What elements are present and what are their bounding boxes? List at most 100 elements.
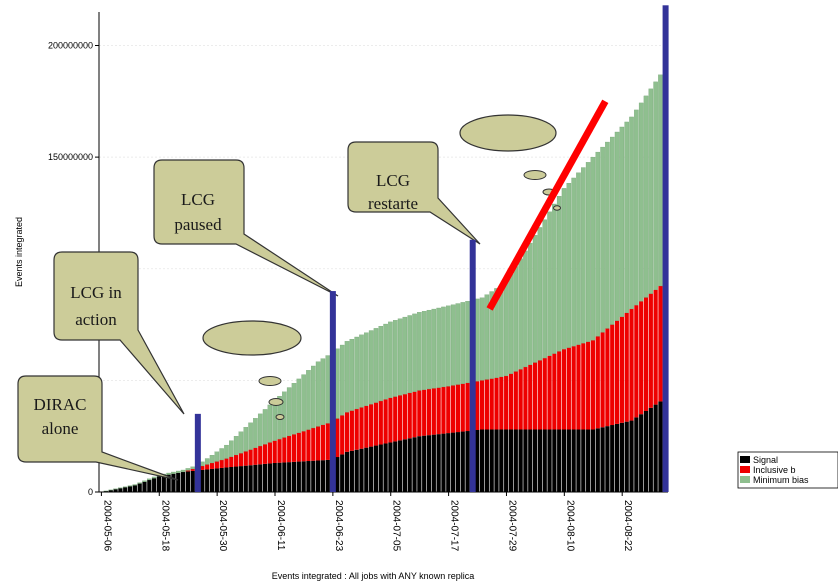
bar-segment-minimum-bias bbox=[190, 466, 195, 470]
bar-segment-minimum-bias bbox=[311, 365, 316, 429]
bar-segment-minimum-bias bbox=[388, 321, 393, 398]
bar-segment-minimum-bias bbox=[325, 355, 331, 424]
thought-bubble-2 bbox=[459, 114, 561, 211]
bar-segment-signal bbox=[451, 432, 456, 492]
callout-lcg-restarte: LCG restarte bbox=[347, 141, 481, 245]
bar-segment-minimum-bias bbox=[542, 219, 548, 359]
bar-segment-signal bbox=[262, 463, 268, 492]
bar-segment-signal bbox=[532, 429, 538, 492]
bar-segment-inclusive-b bbox=[234, 454, 239, 467]
bar-segment-minimum-bias bbox=[426, 309, 432, 390]
bar-segment-inclusive-b bbox=[595, 336, 600, 429]
bar-segment-minimum-bias bbox=[306, 370, 311, 430]
bar-segment-inclusive-b bbox=[629, 308, 634, 421]
bar-segment-inclusive-b bbox=[537, 360, 543, 430]
bar-segment-signal bbox=[552, 429, 557, 492]
bar-segment-signal bbox=[417, 436, 422, 492]
bar-segment-inclusive-b bbox=[441, 386, 446, 434]
bar-segment-signal bbox=[653, 404, 658, 492]
bar-segment-inclusive-b bbox=[436, 387, 441, 435]
bar-segment-signal bbox=[388, 442, 393, 492]
bar-segment-inclusive-b bbox=[219, 460, 224, 468]
y-axis-title: Events integrated bbox=[14, 217, 24, 287]
bar-segment-signal bbox=[311, 460, 316, 492]
bar-segment-minimum-bias bbox=[147, 478, 152, 481]
bar-segment-signal bbox=[335, 457, 340, 492]
bar-segment-minimum-bias bbox=[122, 486, 128, 488]
bar-segment-inclusive-b bbox=[282, 437, 287, 463]
bar-segment-minimum-bias bbox=[286, 387, 292, 437]
bar-segment-inclusive-b bbox=[397, 395, 403, 441]
bar-segment-inclusive-b bbox=[639, 301, 644, 415]
bar-segment-inclusive-b bbox=[205, 464, 210, 470]
bar-segment-inclusive-b bbox=[605, 328, 610, 427]
event-marker bbox=[194, 413, 201, 492]
bar-segment-minimum-bias bbox=[609, 136, 615, 325]
bar-segment-inclusive-b bbox=[311, 428, 316, 461]
bar-segment-signal bbox=[176, 472, 181, 492]
bar-segment-minimum-bias bbox=[556, 196, 562, 352]
bar-segment-signal bbox=[643, 410, 649, 492]
bar-segment-minimum-bias bbox=[320, 358, 326, 425]
bar-segment-signal bbox=[190, 470, 195, 492]
bar-segment-inclusive-b bbox=[224, 458, 229, 468]
bar-segment-minimum-bias bbox=[532, 235, 538, 363]
bar-segment-minimum-bias bbox=[407, 315, 412, 394]
bar-segment-minimum-bias bbox=[629, 116, 634, 310]
x-tick-label: 2004-08-10 bbox=[564, 500, 575, 552]
bar-segment-signal bbox=[479, 429, 485, 492]
bar-segment-minimum-bias bbox=[465, 301, 470, 384]
x-tick-label: 2004-05-18 bbox=[159, 500, 170, 552]
bar-segment-inclusive-b bbox=[320, 424, 326, 461]
x-axis-title: Events integrated : All jobs with ANY kn… bbox=[272, 571, 474, 581]
bar-segment-signal bbox=[407, 438, 412, 492]
x-tick-label: 2004-06-23 bbox=[333, 500, 344, 552]
bar-segment-minimum-bias bbox=[267, 404, 273, 443]
bar-segment-minimum-bias bbox=[537, 227, 543, 361]
bar-segment-minimum-bias bbox=[571, 177, 576, 347]
bar-segment-minimum-bias bbox=[484, 294, 490, 380]
bar-segment-signal bbox=[253, 464, 258, 492]
bar-segment-inclusive-b bbox=[489, 378, 494, 430]
bar-segment-inclusive-b bbox=[455, 384, 461, 433]
bar-segment-signal bbox=[132, 485, 137, 492]
bar-segment-inclusive-b bbox=[508, 373, 514, 430]
bar-segment-inclusive-b bbox=[248, 449, 253, 466]
bar-segment-minimum-bias bbox=[392, 320, 398, 397]
event-markers bbox=[194, 5, 669, 493]
bar-segment-minimum-bias bbox=[301, 374, 306, 432]
bar-segment-inclusive-b bbox=[253, 447, 258, 465]
bar-segment-signal bbox=[200, 469, 205, 492]
bar-segment-inclusive-b bbox=[369, 404, 374, 447]
bar-segment-signal bbox=[243, 465, 248, 492]
bar-segment-inclusive-b bbox=[335, 418, 340, 458]
bar-segment-signal bbox=[306, 461, 311, 492]
bar-segment-inclusive-b bbox=[417, 390, 422, 437]
bar-segment-minimum-bias bbox=[479, 297, 485, 381]
bar-segment-inclusive-b bbox=[586, 341, 591, 430]
bar-segment-signal bbox=[397, 440, 403, 492]
bar-segment-inclusive-b bbox=[277, 439, 282, 463]
bar-segment-minimum-bias bbox=[180, 469, 186, 473]
bar-segment-minimum-bias bbox=[296, 378, 302, 433]
callout-lcg-paused-line2: paused bbox=[174, 215, 222, 234]
bar-segment-minimum-bias bbox=[383, 323, 388, 400]
bar-segment-inclusive-b bbox=[267, 442, 272, 464]
bar-segment-inclusive-b bbox=[624, 312, 629, 422]
bar-segment-signal bbox=[137, 483, 142, 492]
bar-segment-signal bbox=[513, 429, 518, 492]
bar-segment-signal bbox=[277, 462, 282, 492]
bar-segment-inclusive-b bbox=[451, 385, 456, 433]
bar-segment-signal bbox=[576, 429, 581, 492]
bar-segment-signal bbox=[624, 421, 629, 492]
bar-segment-signal bbox=[325, 459, 330, 492]
bar-segment-minimum-bias bbox=[412, 313, 417, 392]
bar-segment-minimum-bias bbox=[397, 318, 403, 396]
bar-segment-inclusive-b bbox=[475, 381, 480, 431]
bar-segment-minimum-bias bbox=[243, 427, 249, 452]
bar-segment-signal bbox=[508, 429, 514, 492]
bar-segment-signal bbox=[634, 417, 639, 492]
bar-segment-minimum-bias bbox=[653, 81, 658, 290]
bar-segment-inclusive-b bbox=[513, 371, 518, 430]
bar-segment-minimum-bias bbox=[528, 242, 533, 365]
